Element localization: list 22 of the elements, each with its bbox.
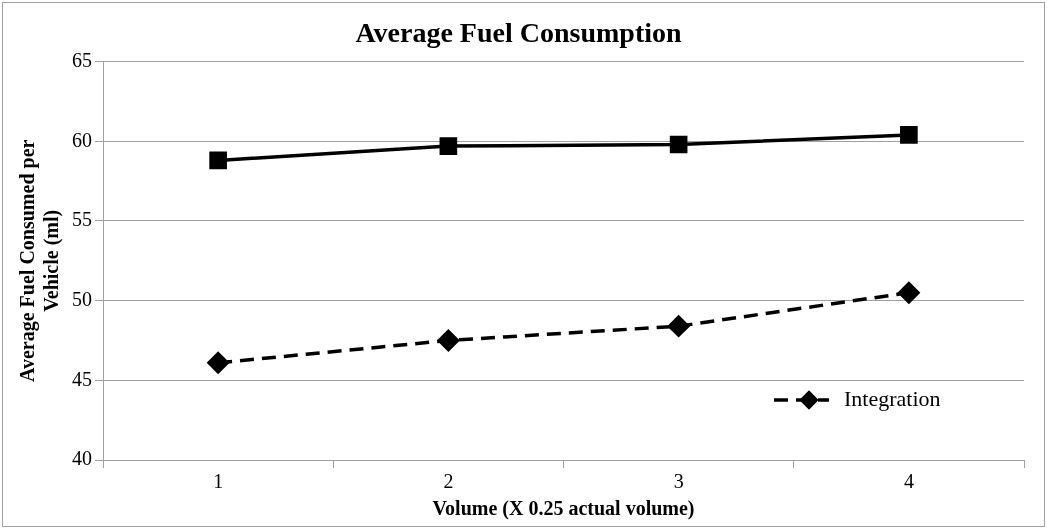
x-tick-label: 2 [443,470,454,493]
point [669,135,688,154]
y-tick-label: 40 [72,447,92,470]
legend-label: Integration [844,385,941,411]
point [439,137,458,155]
x-tick-label: 1 [213,470,224,493]
point [900,126,918,144]
point [898,281,920,304]
point [667,315,690,337]
x-tick-label: 4 [903,470,914,493]
point [209,151,227,170]
y-axis-title: Average Fuel Consumed per Vehicle (ml) [16,139,64,382]
point [437,329,460,352]
y-tick-label: 45 [72,367,92,390]
y-tick-label: 55 [72,208,92,231]
chart-title: Average Fuel Consumption [355,17,682,49]
x-tick-label: 3 [673,470,684,493]
y-tick-label: 60 [72,128,92,151]
y-tick-label: 50 [72,287,92,310]
x-axis-title: Volume (X 0.25 actual volume) [432,497,695,521]
y-tick-label: 65 [72,48,92,71]
point [207,352,229,374]
